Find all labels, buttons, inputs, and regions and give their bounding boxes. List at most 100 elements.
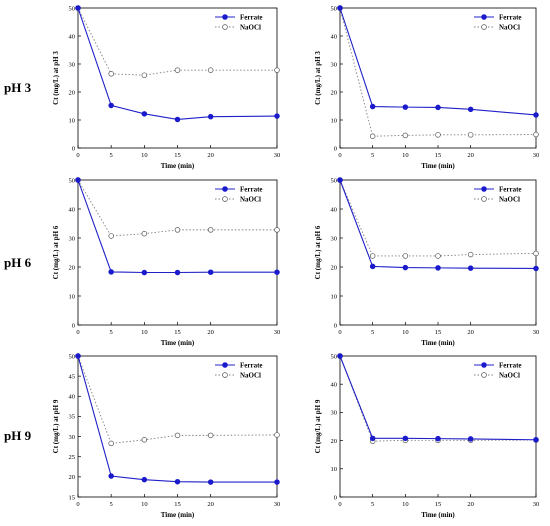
data-point-naocl — [174, 432, 181, 439]
x-tick-label: 10 — [141, 501, 148, 508]
data-point-ferrate — [467, 436, 474, 442]
x-tick-label: 15 — [435, 329, 442, 336]
series-line-ferrate — [77, 179, 277, 274]
chart-panel-3: 0 5 10 15 20 30 0 10 20 30 40 50 Time (min) Ct (mg/L)… — [52, 177, 280, 347]
data-point-ferrate — [369, 263, 376, 270]
data-point-naocl — [174, 67, 181, 73]
x-tick-label: 10 — [402, 501, 409, 508]
x-axis-label: Time (min) — [161, 511, 195, 519]
series-line-ferrate — [339, 179, 537, 270]
x-tick-label: 5 — [110, 329, 113, 336]
data-point-naocl — [467, 251, 474, 258]
y-tick-label: 10 — [331, 117, 338, 124]
y-tick-label: 0 — [334, 145, 337, 152]
data-point-ferrate — [75, 5, 81, 11]
legend-label: Ferrate — [240, 186, 263, 194]
chart-panel-5: 0 5 10 15 20 30 15 20 25 30 35 40 45 50 Time (min) Ct (… — [52, 353, 280, 519]
series-line-naocl — [339, 355, 537, 442]
y-tick-label: 10 — [69, 117, 76, 124]
x-tick-label: 30 — [274, 329, 281, 336]
data-point-ferrate — [402, 104, 409, 110]
data-point-naocl — [435, 132, 441, 138]
x-tick-label: 15 — [435, 152, 442, 159]
data-point-ferrate — [467, 106, 474, 113]
data-point-ferrate — [207, 269, 214, 275]
legend-label: Ferrate — [499, 186, 522, 194]
data-point-ferrate — [108, 473, 114, 479]
legend-marker — [481, 14, 487, 20]
y-tick-label: 30 — [331, 61, 338, 68]
data-point-ferrate — [435, 435, 441, 442]
series-line-ferrate — [77, 7, 278, 120]
data-point-ferrate — [369, 435, 376, 442]
y-axis-label: Ct (mg/L) at pH 9 — [314, 399, 322, 453]
y-tick-label: 10 — [331, 466, 338, 473]
data-point-naocl — [207, 432, 214, 439]
chart-panel-2: 0 5 10 15 20 30 0 10 20 30 40 50 Time (min) Ct (mg/L)… — [314, 5, 539, 170]
y-tick-label: 20 — [69, 264, 76, 271]
data-point-ferrate — [369, 103, 376, 110]
legend-label: Ferrate — [240, 14, 263, 22]
data-point-naocl — [402, 132, 409, 139]
legend-marker — [222, 14, 228, 20]
data-point-ferrate — [435, 265, 441, 271]
y-axis-label: Ct (mg/L) at pH 6 — [52, 225, 60, 279]
data-point-naocl — [108, 233, 114, 239]
chart-panel-4: 0 5 10 15 20 30 0 10 20 30 40 50 Time (min) Ct (mg/L)… — [314, 177, 539, 347]
y-tick-label: 0 — [334, 494, 337, 501]
y-tick-label: 10 — [69, 293, 76, 300]
y-tick-label: 20 — [331, 264, 338, 271]
legend-marker — [481, 362, 487, 368]
data-point-ferrate — [337, 5, 343, 11]
row-label-ph9: pH 9 — [4, 428, 32, 443]
x-tick-label: 15 — [174, 152, 181, 159]
data-point-naocl — [141, 437, 148, 443]
y-tick-label: 35 — [69, 414, 76, 421]
data-point-naocl — [467, 132, 474, 138]
data-point-ferrate — [75, 177, 81, 183]
x-tick-label: 10 — [402, 329, 409, 336]
data-point-naocl — [141, 72, 148, 78]
data-point-naocl — [274, 432, 280, 438]
y-tick-label: 40 — [331, 206, 338, 213]
x-axis-label: Time (min) — [421, 162, 455, 170]
x-tick-label: 0 — [338, 152, 341, 159]
x-tick-label: 5 — [371, 501, 374, 508]
data-point-ferrate — [337, 177, 343, 183]
legend-marker — [481, 186, 487, 192]
legend-label: NaOCl — [499, 372, 520, 380]
x-axis-label: Time (min) — [161, 339, 195, 347]
x-tick-label: 5 — [371, 152, 374, 159]
y-tick-label: 20 — [331, 89, 338, 96]
y-tick-label: 0 — [72, 322, 75, 329]
data-point-ferrate — [402, 264, 409, 271]
legend-label: NaOCl — [240, 372, 261, 380]
data-point-naocl — [207, 227, 214, 233]
legend-label: NaOCl — [240, 196, 261, 204]
x-tick-label: 10 — [141, 152, 148, 159]
legend-label: NaOCl — [499, 196, 520, 204]
legend-marker — [222, 24, 228, 30]
y-tick-label: 30 — [69, 235, 76, 242]
y-axis-label: Ct (mg/L) at pH 3 — [52, 51, 60, 105]
y-tick-label: 20 — [69, 474, 76, 481]
data-point-ferrate — [402, 435, 409, 442]
data-point-naocl — [174, 227, 181, 233]
data-point-ferrate — [108, 269, 114, 275]
data-point-ferrate — [274, 269, 280, 275]
x-tick-label: 30 — [533, 152, 540, 159]
row-label-ph3: pH 3 — [4, 80, 32, 95]
x-tick-label: 0 — [338, 329, 341, 336]
data-point-ferrate — [174, 478, 181, 485]
legend-label: NaOCl — [240, 24, 261, 32]
y-axis-label: Ct (mg/L) at pH 6 — [314, 225, 322, 279]
x-tick-label: 30 — [274, 501, 281, 508]
x-tick-label: 0 — [338, 501, 341, 508]
x-tick-label: 0 — [76, 152, 79, 159]
y-tick-label: 40 — [331, 382, 338, 389]
y-tick-label: 40 — [69, 394, 76, 401]
data-point-naocl — [108, 440, 114, 447]
chart-panel-6: 0 5 10 15 20 30 0 10 20 30 40 50 Time (min) Ct (mg/L)… — [314, 353, 539, 519]
x-tick-label: 20 — [207, 329, 214, 336]
